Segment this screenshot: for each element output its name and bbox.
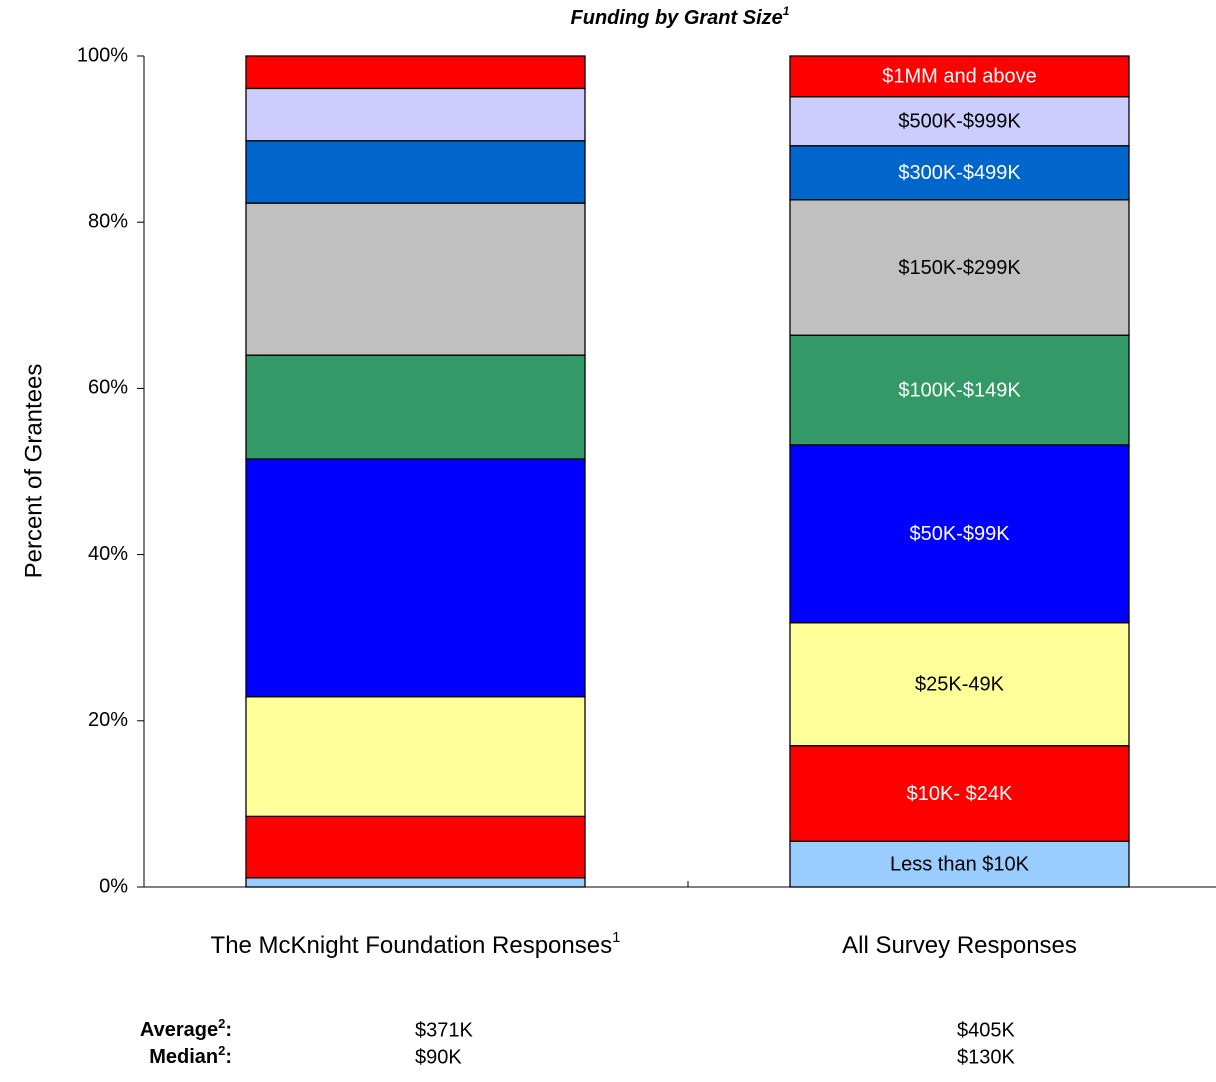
y-tick-label: 40% (88, 543, 128, 565)
y-axis-label: Percent of Grantees (20, 364, 47, 579)
bar-segment (245, 202, 586, 356)
bar-segment (789, 96, 1130, 147)
stat-label-text: Average (140, 1019, 218, 1041)
segment-label: $25K-49K (915, 674, 1005, 696)
bar-segment (245, 877, 586, 888)
bar-segment (789, 334, 1130, 446)
stat-value: $90K (415, 1046, 462, 1068)
segment-label: $150K-$299K (898, 257, 1021, 279)
bar-segment (245, 458, 586, 698)
segment-label: Less than $10K (890, 853, 1030, 875)
chart-title: Funding by Grant Size1 (571, 4, 790, 29)
stat-label: Median2: (149, 1043, 232, 1068)
stat-label-superscript: 2 (218, 1043, 225, 1058)
category-superscript: 1 (612, 929, 620, 946)
x-tick-label: The McKnight Foundation Responses1 (211, 929, 621, 959)
bar-segment (245, 354, 586, 460)
y-tick-label: 20% (88, 709, 128, 731)
segment-label: $500K-$999K (898, 111, 1021, 133)
bar-segment (789, 199, 1130, 336)
bar-segment (789, 622, 1130, 747)
stat-label-colon: : (225, 1019, 232, 1041)
bar-segment (245, 140, 586, 204)
stat-label-colon: : (225, 1046, 232, 1068)
segment-label: $100K-$149K (898, 379, 1021, 401)
stat-label-superscript: 2 (218, 1016, 225, 1031)
bar-segment (789, 55, 1130, 98)
bar-segment (789, 745, 1130, 842)
stat-value: $405K (957, 1019, 1015, 1041)
stat-label-text: Median (149, 1046, 218, 1068)
stat-value: $371K (415, 1019, 473, 1041)
bar-segment (245, 87, 586, 142)
title-text: Funding by Grant Size (571, 7, 783, 29)
segment-label: $300K-$499K (898, 162, 1021, 184)
bar-segment (789, 444, 1130, 624)
stat-value: $130K (957, 1046, 1015, 1068)
bar-segment (245, 815, 586, 879)
title-superscript: 1 (783, 4, 790, 18)
x-tick-label: All Survey Responses (842, 932, 1077, 959)
y-tick-label: 80% (88, 210, 128, 232)
y-tick-label: 100% (77, 44, 128, 66)
segment-label: $1MM and above (882, 66, 1037, 88)
category-text: The McKnight Foundation Responses (211, 932, 613, 959)
bar-segment (245, 55, 586, 90)
segment-label: $10K- $24K (907, 783, 1013, 805)
y-tick-label: 60% (88, 377, 128, 399)
y-tick-label: 0% (99, 875, 128, 897)
category-text: All Survey Responses (842, 932, 1077, 959)
segment-label: $50K-$99K (909, 523, 1010, 545)
stat-label: Average2: (140, 1016, 232, 1041)
bar-segment (245, 696, 586, 818)
bar-segment (789, 840, 1130, 888)
